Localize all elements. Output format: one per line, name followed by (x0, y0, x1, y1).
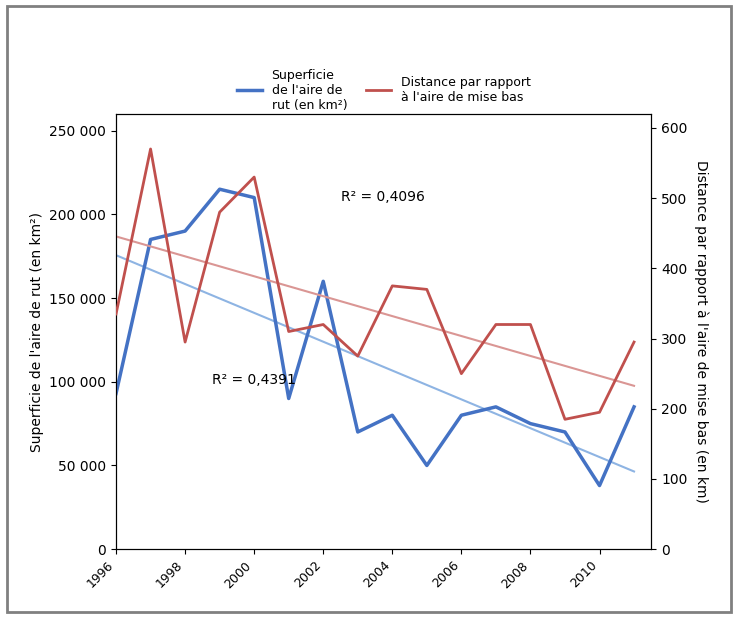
Y-axis label: Distance par rapport à l'aire de mise bas (en km): Distance par rapport à l'aire de mise ba… (694, 160, 708, 503)
Text: R² = 0,4096: R² = 0,4096 (341, 190, 425, 204)
Legend: Superficie
de l'aire de
rut (en km²), Distance par rapport
à l'aire de mise bas: Superficie de l'aire de rut (en km²), Di… (232, 64, 536, 117)
Text: R² = 0,4391: R² = 0,4391 (213, 373, 296, 387)
Y-axis label: Superficie de l'aire de rut (en km²): Superficie de l'aire de rut (en km²) (30, 211, 44, 452)
